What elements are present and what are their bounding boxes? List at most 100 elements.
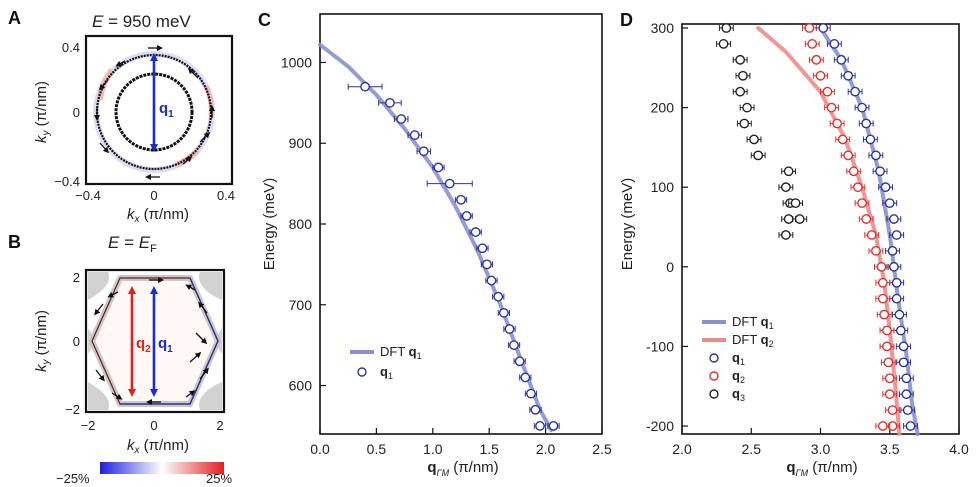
data-point-q1 xyxy=(902,405,913,416)
data-point-q2 xyxy=(876,261,887,272)
data-point-q2 xyxy=(879,309,890,320)
data-point-q2 xyxy=(884,373,895,384)
panel-a-q1-label: q1 xyxy=(159,100,174,120)
data-point-q1 xyxy=(836,54,847,65)
data-point-q1 xyxy=(850,86,861,97)
panel-b-xtick-left: −2 xyxy=(81,418,96,433)
panel-d-axes-frame xyxy=(681,23,960,435)
data-point-q1 xyxy=(548,421,559,431)
y-tick-label: 800 xyxy=(289,216,313,232)
y-tick-label: 900 xyxy=(289,135,313,151)
colorbar xyxy=(100,462,224,474)
data-point-q2 xyxy=(852,182,863,193)
data-point-q1 xyxy=(889,261,899,272)
data-point-q2 xyxy=(861,214,872,224)
panel-a-xtick-left: −0.4 xyxy=(75,188,101,203)
data-point-q3 xyxy=(753,150,764,161)
data-point-q3 xyxy=(721,23,732,33)
x-tick-label: 2.0 xyxy=(536,441,556,457)
data-point-q3 xyxy=(790,198,801,209)
data-point-q2 xyxy=(882,325,892,336)
y-tick-label: -100 xyxy=(646,338,674,354)
data-point-q2 xyxy=(871,245,881,256)
panel-c-xlabel: qΓM (π/nm) xyxy=(427,459,498,478)
data-point-q2 xyxy=(837,134,848,145)
colorbar-max-label: 25% xyxy=(206,471,232,486)
data-point-q1 xyxy=(887,245,898,256)
x-tick-label: 0.5 xyxy=(367,441,387,457)
legend-point-swatch xyxy=(357,367,367,377)
data-point-q2 xyxy=(877,421,888,431)
panel-c-ylabel: Energy (meV) xyxy=(261,178,278,271)
panel-a-ylabel: ky (π/nm) xyxy=(33,81,52,143)
y-tick-label: 100 xyxy=(651,179,675,195)
data-point-q2 xyxy=(826,102,837,113)
data-point-q1 xyxy=(861,118,872,129)
data-point-q1 xyxy=(530,404,541,415)
data-point-q2 xyxy=(884,389,895,400)
data-point-q1 xyxy=(891,293,902,304)
data-point-q1 xyxy=(875,166,885,177)
x-tick-label: 1.5 xyxy=(479,441,499,457)
panel-d-marks xyxy=(716,23,920,436)
data-point-q3 xyxy=(794,214,805,224)
data-point-q1 xyxy=(905,421,916,431)
panel-d-letter: D xyxy=(620,10,633,30)
panel-d-xlabel: qΓM (π/nm) xyxy=(786,459,857,478)
x-tick-label: 2.5 xyxy=(592,441,612,457)
data-point-q1 xyxy=(470,227,481,237)
data-point-q1 xyxy=(901,389,912,400)
x-tick-label: 0.0 xyxy=(310,441,330,457)
data-point-q1 xyxy=(891,230,902,240)
data-point-q2 xyxy=(807,39,818,49)
data-point-q1 xyxy=(385,97,395,108)
panel-d: D 2.0 2.5 3.0 3.5 4.0 300 200 100 0 -100 -200 DFT … xyxy=(619,10,969,478)
data-point-q2 xyxy=(811,54,822,65)
y-tick-label: 1000 xyxy=(281,54,312,70)
data-point-q3 xyxy=(718,39,729,49)
data-point-q3 xyxy=(783,214,794,224)
panel-b: B E = EF q2 xyxy=(8,232,232,486)
panel-c-letter: C xyxy=(258,10,271,30)
data-point-q1 xyxy=(509,340,519,351)
panel-b-xlabel: kx (π/nm) xyxy=(127,437,189,456)
data-point-q1 xyxy=(895,325,906,336)
panel-a-ytick-bot: −0.4 xyxy=(54,174,80,189)
data-point-q1 xyxy=(535,421,545,431)
data-point-q3 xyxy=(780,182,791,193)
y-tick-label: -200 xyxy=(646,418,674,434)
panel-b-pockets xyxy=(88,272,222,410)
data-point-q2 xyxy=(883,357,894,368)
panel-b-title: E = EF xyxy=(108,233,157,255)
data-point-q1 xyxy=(396,114,407,124)
legend-label: q1 xyxy=(380,364,393,381)
data-point-q3 xyxy=(783,166,794,177)
data-point-q1 xyxy=(843,70,854,81)
data-point-q1 xyxy=(880,182,891,193)
data-point-q1 xyxy=(514,356,525,367)
panel-b-ytick-bot: −2 xyxy=(65,402,80,417)
data-point-q3 xyxy=(738,70,748,81)
data-point-q1 xyxy=(493,291,504,302)
panel-c-ticks: 0.0 0.5 1.0 1.5 2.0 2.5 600 700 800 900 1000 xyxy=(281,54,612,457)
data-point-q2 xyxy=(822,86,833,97)
data-point-q1 xyxy=(865,134,876,145)
data-point-q1 xyxy=(360,81,371,92)
panel-b-ylabel: ky (π/nm) xyxy=(33,310,52,372)
data-point-q1 xyxy=(829,39,840,49)
data-point-q3 xyxy=(739,118,750,129)
panel-a-ytick-mid: 0 xyxy=(73,105,80,120)
panel-b-xtick-mid: 0 xyxy=(150,418,157,433)
data-point-q2 xyxy=(866,230,877,240)
data-point-q1 xyxy=(857,102,867,113)
data-point-q3 xyxy=(735,86,746,97)
data-point-q1 xyxy=(884,198,895,209)
data-point-q2 xyxy=(877,293,888,304)
legend-point-swatch xyxy=(709,353,719,363)
data-point-q1 xyxy=(418,146,429,157)
panel-b-letter: B xyxy=(8,232,21,252)
panel-b-xtick-right: 2 xyxy=(216,418,223,433)
x-tick-label: 3.5 xyxy=(880,441,900,457)
